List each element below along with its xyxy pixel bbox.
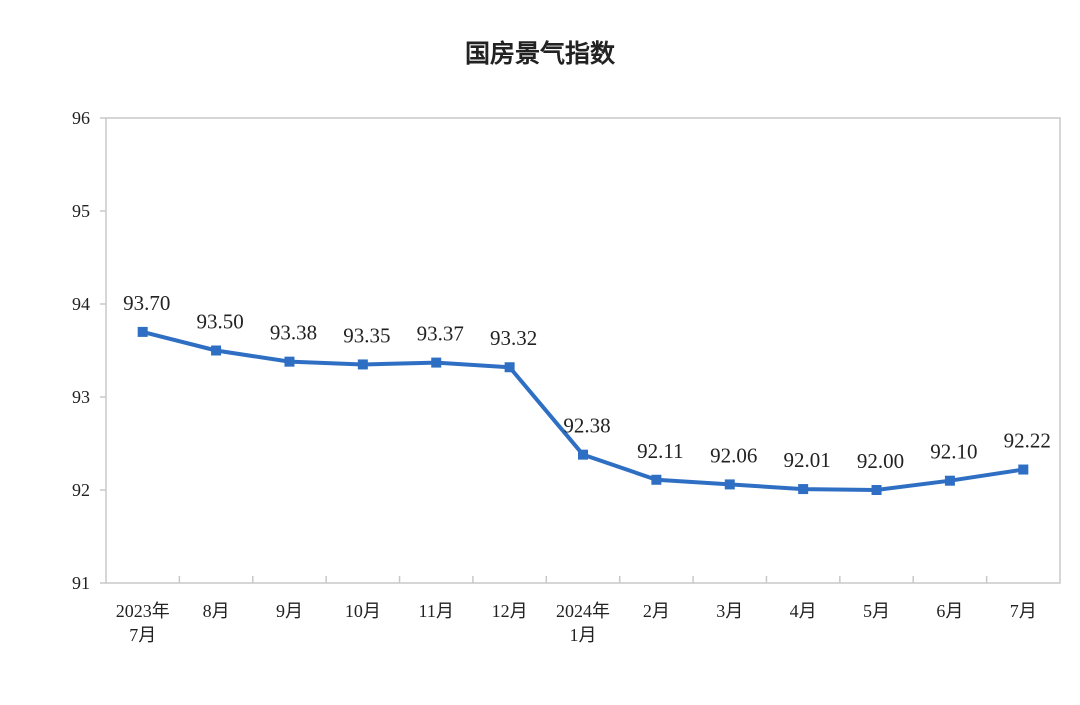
y-tick-label: 96	[72, 108, 90, 128]
x-tick-label: 7月	[129, 625, 156, 645]
data-label: 92.06	[710, 443, 757, 467]
x-tick-label: 3月	[716, 601, 743, 621]
data-point	[504, 362, 515, 373]
data-point	[211, 345, 222, 356]
x-tick-label: 7月	[1010, 601, 1037, 621]
data-point	[871, 485, 882, 495]
x-tick-label: 11月	[419, 601, 454, 621]
data-point	[651, 474, 662, 485]
y-tick-label: 93	[72, 387, 90, 407]
data-point	[944, 475, 955, 486]
data-label: 92.00	[857, 449, 904, 473]
x-tick-label: 8月	[203, 601, 230, 621]
x-tick-label: 9月	[276, 601, 303, 621]
chart-title: 国房景气指数	[464, 39, 615, 68]
data-point	[357, 359, 368, 370]
data-label: 93.70	[123, 291, 170, 315]
y-tick-label: 95	[72, 201, 90, 221]
x-tick-label: 2023年	[116, 601, 170, 621]
x-tick-label: 12月	[492, 601, 528, 621]
data-label: 92.22	[1004, 429, 1051, 453]
data-label: 93.37	[417, 322, 464, 346]
data-label: 93.50	[196, 310, 243, 334]
data-point	[137, 326, 148, 337]
data-point	[578, 449, 588, 460]
data-label: 92.10	[930, 440, 977, 464]
y-tick-label: 94	[72, 294, 90, 314]
y-tick-label: 92	[72, 480, 90, 500]
data-point	[284, 356, 295, 367]
x-tick-label: 6月	[936, 601, 963, 621]
x-tick-label: 2月	[643, 601, 670, 621]
y-tick-label: 91	[72, 573, 90, 593]
x-tick-label: 4月	[790, 601, 817, 621]
data-point	[724, 479, 735, 490]
x-tick-label: 10月	[345, 601, 381, 621]
x-tick-label: 2024年	[556, 601, 610, 621]
data-label: 93.38	[270, 321, 317, 345]
data-label: 93.32	[490, 326, 537, 350]
data-point	[798, 484, 809, 495]
data-label: 92.01	[784, 448, 831, 472]
data-point	[1018, 464, 1029, 475]
data-label: 92.38	[563, 414, 610, 438]
x-tick-label: 1月	[570, 625, 597, 645]
x-tick-label: 5月	[863, 601, 890, 621]
data-point	[431, 357, 442, 368]
data-label: 93.35	[343, 323, 390, 347]
data-label: 92.11	[637, 439, 683, 463]
plot-area-border	[105, 117, 1061, 584]
